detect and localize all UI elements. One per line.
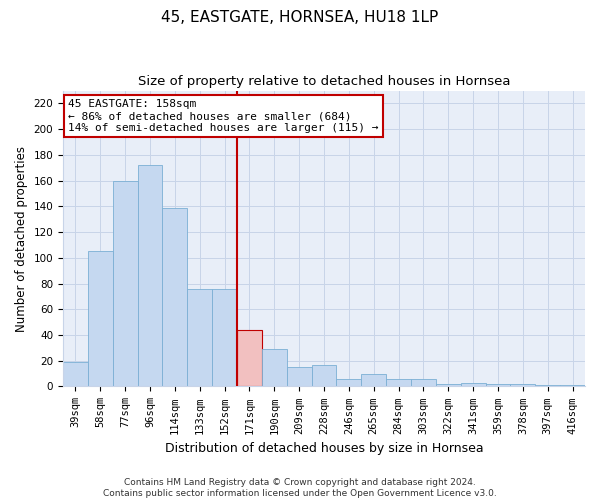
Bar (311, 364, 337, 386)
Bar (237, 330, 262, 386)
Bar (137, 165, 163, 386)
Bar (485, 384, 511, 386)
Text: 45, EASTGATE, HORNSEA, HU18 1LP: 45, EASTGATE, HORNSEA, HU18 1LP (161, 10, 439, 25)
Bar (361, 374, 386, 386)
Bar (386, 378, 411, 386)
Text: 45 EASTGATE: 158sqm
← 86% of detached houses are smaller (684)
14% of semi-detac: 45 EASTGATE: 158sqm ← 86% of detached ho… (68, 100, 379, 132)
Title: Size of property relative to detached houses in Hornsea: Size of property relative to detached ho… (138, 75, 510, 88)
Bar (560, 385, 585, 386)
Bar (511, 384, 535, 386)
Bar (436, 384, 461, 386)
Bar (63, 362, 88, 386)
Bar (212, 288, 237, 386)
X-axis label: Distribution of detached houses by size in Hornsea: Distribution of detached houses by size … (165, 442, 484, 455)
Bar (337, 378, 361, 386)
Bar (262, 349, 287, 387)
Bar (113, 180, 137, 386)
Bar (461, 382, 485, 386)
Bar (187, 288, 212, 386)
Bar (88, 252, 113, 386)
Bar (411, 378, 436, 386)
Text: Contains HM Land Registry data © Crown copyright and database right 2024.
Contai: Contains HM Land Registry data © Crown c… (103, 478, 497, 498)
Bar (287, 367, 311, 386)
Bar (535, 385, 560, 386)
Bar (163, 208, 187, 386)
Y-axis label: Number of detached properties: Number of detached properties (15, 146, 28, 332)
